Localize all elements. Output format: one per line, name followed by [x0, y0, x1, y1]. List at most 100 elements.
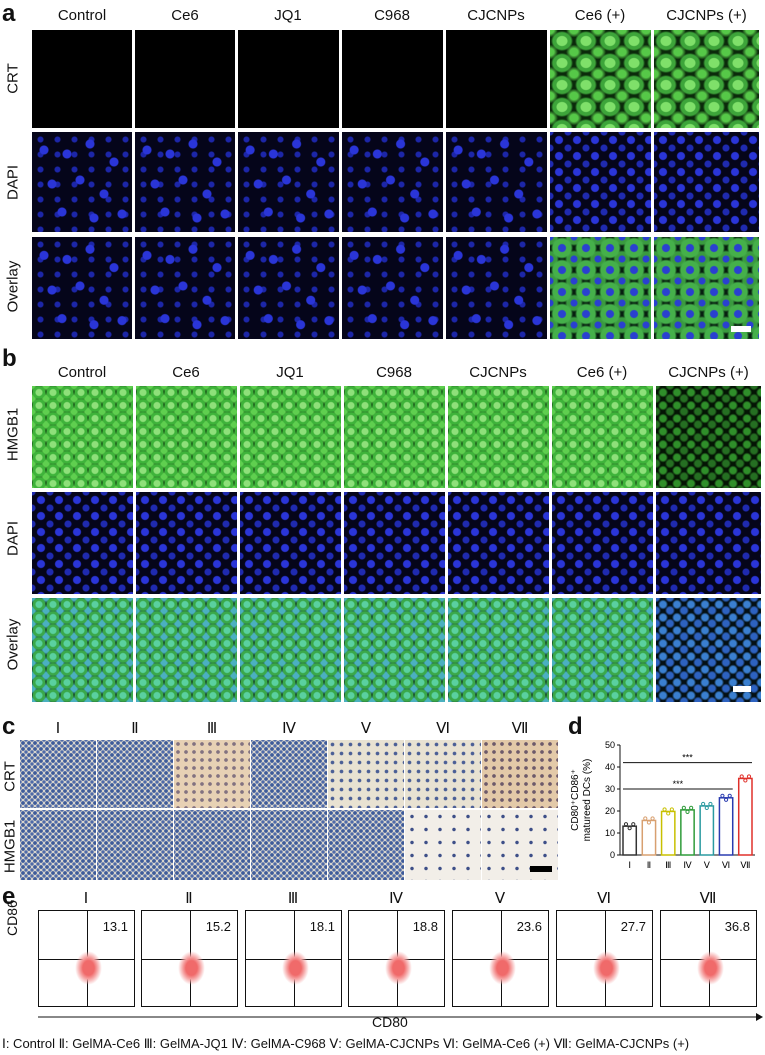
col-header: Ce6	[171, 7, 199, 24]
panel-b-label: b	[2, 345, 17, 372]
contour-population	[385, 950, 412, 986]
data-point	[689, 805, 694, 811]
micrograph-hmgb1	[240, 386, 341, 488]
micrograph-overlay	[342, 237, 443, 339]
micrograph-overlay	[654, 237, 759, 339]
micrograph-overlay	[240, 598, 341, 702]
panel-c-label: c	[2, 713, 16, 740]
data-point	[739, 774, 744, 779]
col-header: Ⅳ	[282, 720, 296, 737]
micrograph-crt-jq1	[238, 30, 339, 128]
flow-group-header: Ⅰ	[83, 890, 89, 907]
flow-plot: 23.6	[452, 910, 549, 1007]
row-label: HMGB1	[4, 407, 22, 462]
micrograph-dapi	[32, 492, 133, 594]
x-tick-label: Ⅵ	[722, 860, 730, 870]
micrograph-overlay	[32, 237, 132, 339]
col-header: Control	[57, 364, 107, 381]
micrograph-overlay	[344, 598, 445, 702]
x-axis-label: CD80	[372, 1014, 408, 1030]
significance-stars: ***	[682, 753, 693, 763]
x-tick-label: Ⅶ	[740, 860, 750, 870]
bar	[737, 777, 753, 856]
micrograph-hmgb1	[32, 386, 133, 488]
quadrant-percentage: 13.1	[102, 919, 128, 934]
col-header: Control	[57, 7, 107, 24]
ihc-crt	[482, 740, 558, 808]
x-tick-label: Ⅲ	[665, 860, 671, 870]
y-tick-label: 0	[610, 850, 615, 860]
y-axis-label: matureed DCs (%)	[582, 759, 593, 842]
col-header: CJCNPs	[467, 7, 525, 24]
micrograph-overlay	[550, 237, 651, 339]
quadrant-percentage: 18.1	[309, 919, 335, 934]
col-header: CJCNPs (+)	[666, 7, 747, 24]
micrograph-hmgb1	[656, 386, 761, 488]
col-header: Ⅴ	[360, 720, 372, 737]
panel-e-label: e	[2, 883, 16, 910]
scale-bar	[733, 686, 751, 692]
micrograph-overlay	[446, 237, 547, 339]
micrograph-dapi	[135, 132, 235, 232]
col-header: JQ1	[276, 364, 304, 381]
micrograph-dapi	[446, 132, 547, 232]
data-point	[746, 774, 752, 779]
scale-bar	[530, 866, 552, 872]
flow-plot: 36.8	[660, 910, 757, 1007]
cd86-label: CD86	[4, 900, 20, 936]
data-point	[708, 801, 713, 807]
micrograph-overlay	[448, 598, 549, 702]
ihc-hmgb1	[328, 810, 404, 880]
data-point	[662, 807, 667, 812]
flow-group-header: Ⅲ	[287, 890, 299, 907]
col-header: Ⅰ	[55, 720, 61, 737]
matured-dc-bar-chart: 0 10 20 30 40 50 CD80⁺CD86⁺ matureed DCs (%) Ⅰ Ⅱ Ⅲ…	[570, 740, 755, 870]
col-header: C968	[374, 7, 410, 24]
flow-group-header: Ⅵ	[597, 890, 611, 907]
data-point	[669, 807, 674, 812]
flow-plot: 27.7	[556, 910, 653, 1007]
flow-group-header: Ⅱ	[185, 890, 193, 907]
col-header: CJCNPs	[469, 364, 527, 381]
ihc-hmgb1	[405, 810, 481, 880]
ihc-hmgb1	[20, 810, 96, 880]
micrograph-crt-ce6-plus	[550, 30, 651, 128]
micrograph-dapi	[448, 492, 549, 594]
micrograph-overlay	[135, 237, 235, 339]
panel-a-label: a	[2, 0, 16, 27]
flow-plot: 13.1	[38, 910, 135, 1007]
bar	[622, 825, 638, 856]
micrograph-dapi	[654, 132, 759, 232]
group-legend: Ⅰ: Control Ⅱ: GelMA-Ce6 Ⅲ: GelMA-JQ1 Ⅳ: …	[2, 1036, 690, 1051]
scale-bar	[731, 326, 751, 332]
micrograph-overlay	[656, 598, 761, 702]
micrograph-dapi	[344, 492, 445, 594]
panel-d-label: d	[568, 713, 583, 740]
data-point	[701, 801, 706, 807]
contour-population	[489, 950, 516, 986]
micrograph-crt-cjcnps	[446, 30, 547, 128]
y-tick-label: 40	[605, 762, 615, 772]
contour-population	[697, 950, 724, 986]
micrograph-dapi	[550, 132, 651, 232]
data-point	[646, 820, 652, 825]
micrograph-dapi	[656, 492, 761, 594]
col-header: JQ1	[274, 7, 302, 24]
y-tick-label: 50	[605, 740, 615, 750]
data-point	[723, 797, 729, 802]
data-point	[720, 793, 725, 798]
micrograph-overlay	[552, 598, 653, 702]
row-label: HMGB1	[1, 819, 19, 874]
x-tick-label: Ⅰ	[628, 860, 631, 870]
col-header: Ce6 (+)	[574, 7, 626, 24]
quadrant-percentage: 23.6	[516, 919, 542, 934]
micrograph-crt-control	[32, 30, 132, 128]
ihc-hmgb1	[97, 810, 173, 880]
ihc-crt	[174, 740, 250, 808]
data-point	[704, 805, 709, 811]
micrograph-dapi	[240, 492, 341, 594]
micrograph-dapi	[32, 132, 132, 232]
micrograph-overlay	[238, 237, 339, 339]
data-point	[643, 816, 648, 821]
y-axis-label: CD80⁺CD86⁺	[570, 769, 581, 831]
